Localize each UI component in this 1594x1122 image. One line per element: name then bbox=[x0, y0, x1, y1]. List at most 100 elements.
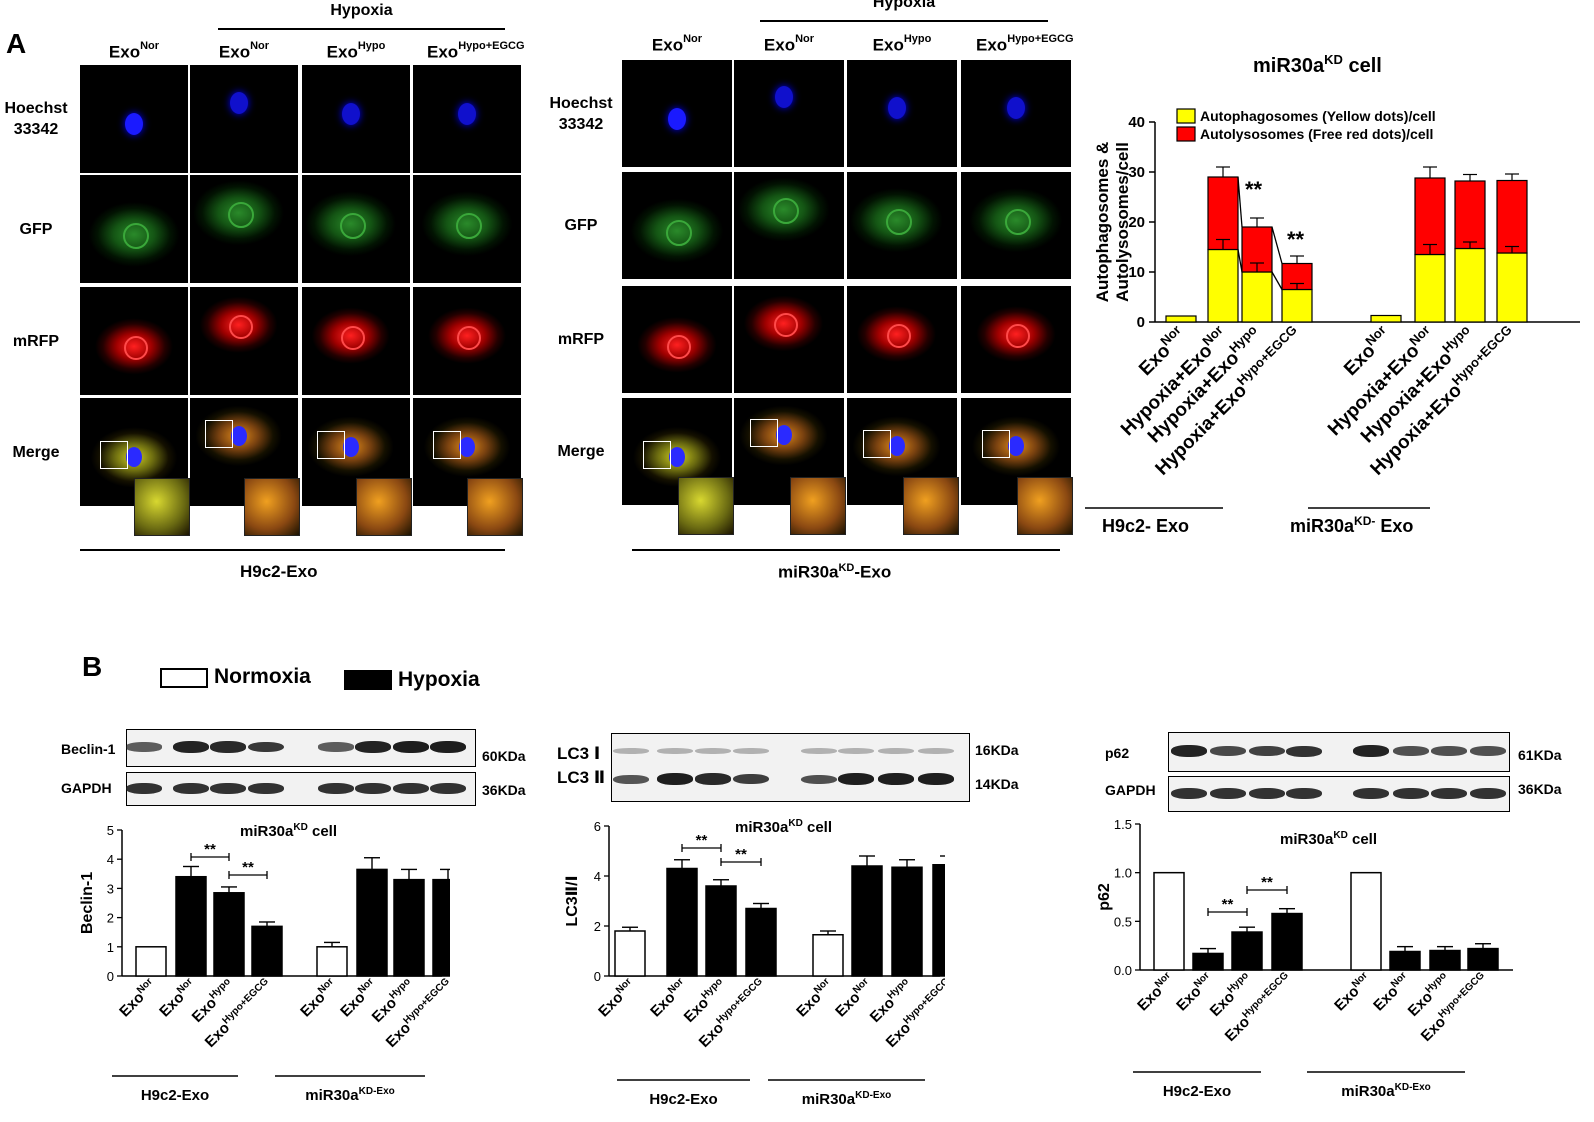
blot-size: 61KDa bbox=[1518, 747, 1562, 763]
x-tick-text: ExoNor bbox=[792, 976, 836, 1020]
nucleus bbox=[126, 447, 142, 468]
protein-band bbox=[1431, 746, 1467, 756]
group-label: H9c2- Exo bbox=[1102, 516, 1189, 536]
bar-autophagosomes bbox=[1165, 315, 1197, 323]
trend-line bbox=[1271, 271, 1283, 290]
protein-band bbox=[430, 741, 466, 753]
blot-beclin1 bbox=[126, 729, 476, 767]
protein-band-lc3-ii bbox=[801, 774, 837, 784]
y-axis-label: Beclin-1 bbox=[79, 872, 96, 934]
protein-band-lc3-ii bbox=[918, 773, 954, 785]
protein-band bbox=[126, 742, 162, 752]
protein-band bbox=[355, 782, 391, 794]
nucleus bbox=[459, 436, 475, 457]
bar-autolysosomes bbox=[1414, 177, 1446, 256]
protein-band bbox=[1393, 746, 1429, 756]
protein-band bbox=[210, 782, 246, 794]
significance-marker: ** bbox=[204, 841, 216, 858]
protein-band bbox=[1171, 787, 1207, 799]
chart-autophagosomes: miR30aKD cell 0 10 20 30 40 Autophagosomes &Au… bbox=[1085, 52, 1580, 536]
bar bbox=[666, 867, 698, 977]
legend-swatch bbox=[1176, 108, 1196, 124]
protein-band bbox=[248, 741, 284, 753]
protein-band-lc3-i bbox=[613, 748, 649, 754]
protein-band bbox=[393, 782, 429, 794]
blot-size: 36KDa bbox=[482, 782, 526, 798]
x-tick-text: ExoNor bbox=[1330, 970, 1374, 1014]
protein-band bbox=[1470, 746, 1506, 756]
significance-marker: ** bbox=[696, 832, 708, 849]
y-tick-label: 10 bbox=[1128, 264, 1145, 281]
chart-title: miR30aKD cell bbox=[240, 822, 337, 840]
bar-autophagosomes bbox=[1414, 253, 1446, 323]
nucleus bbox=[1007, 97, 1025, 120]
y-tick-label: 0.0 bbox=[1114, 963, 1132, 978]
protein-band-lc3-i bbox=[733, 748, 769, 754]
micrograph-tile bbox=[80, 287, 188, 395]
nucleus bbox=[458, 102, 476, 125]
protein-band bbox=[1210, 746, 1246, 756]
y-tick-label: 30 bbox=[1128, 164, 1145, 181]
bar bbox=[812, 934, 844, 977]
nucleus bbox=[123, 223, 149, 250]
zoom-inset bbox=[467, 478, 523, 536]
protein-band-lc3-ii bbox=[838, 773, 874, 785]
micrograph-tile bbox=[847, 60, 957, 167]
nucleus bbox=[666, 219, 692, 246]
chart-title: miR30aKD cell bbox=[735, 818, 832, 836]
row-label-merge: Merge bbox=[12, 443, 60, 461]
legend-label: Autolysosomes (Free red dots)/cell bbox=[1200, 126, 1433, 142]
y-axis-label: Autophagosomes &Autolysosomes/cell bbox=[1093, 142, 1132, 303]
micrograph-tile bbox=[302, 175, 410, 283]
legend-label: Autophagosomes (Yellow dots)/cell bbox=[1200, 108, 1436, 124]
bar bbox=[1429, 949, 1461, 971]
bar bbox=[393, 878, 425, 977]
bar bbox=[1231, 931, 1263, 971]
y-tick-label: 0 bbox=[1137, 314, 1145, 331]
roi-box bbox=[100, 441, 128, 470]
nucleus bbox=[125, 113, 143, 136]
nucleus bbox=[341, 102, 360, 125]
nucleus bbox=[774, 86, 793, 109]
nucleus bbox=[228, 314, 253, 339]
hypoxia-bracket-line bbox=[218, 28, 505, 30]
bar bbox=[213, 892, 245, 977]
column-label: ExoNor bbox=[651, 33, 703, 55]
bar-autophagosomes bbox=[1370, 314, 1402, 323]
hypoxia-bracket-line bbox=[760, 20, 1048, 22]
column-label: ExoHypo bbox=[872, 33, 932, 55]
bar-autophagosomes bbox=[1281, 288, 1313, 323]
x-tick-label: ExoNor bbox=[297, 976, 336, 1020]
nucleus bbox=[772, 198, 799, 225]
micrograph-tile bbox=[413, 65, 521, 173]
protein-band-lc3-ii bbox=[695, 773, 731, 785]
bar-autolysosomes bbox=[1207, 176, 1239, 251]
legend-normoxia-swatch bbox=[160, 668, 208, 688]
y-tick-label: 0 bbox=[594, 969, 601, 984]
roi-box bbox=[982, 430, 1010, 459]
nucleus bbox=[227, 201, 254, 228]
significance-marker: ** bbox=[1222, 896, 1234, 913]
protein-band bbox=[1393, 787, 1429, 799]
legend-hypoxia-label: Hypoxia bbox=[398, 668, 480, 691]
x-tick-text: ExoNor bbox=[115, 976, 159, 1020]
bar bbox=[1389, 950, 1421, 971]
micrograph-tile bbox=[847, 398, 957, 505]
protein-band-lc3-ii bbox=[733, 774, 769, 785]
protein-band bbox=[210, 741, 246, 753]
x-tick-label: ExoNor bbox=[1134, 970, 1173, 1014]
nucleus bbox=[340, 325, 365, 350]
group-label: miR30aKD-Exo bbox=[778, 562, 892, 582]
trend-line bbox=[1237, 249, 1243, 273]
chart-lc3: miR30aKD cell0246LC3Ⅱ/Ⅰ****ExoNorExoNorE… bbox=[564, 818, 945, 1108]
row-label-gfp: GFP bbox=[19, 220, 53, 238]
blot-size: 14KDa bbox=[975, 776, 1019, 792]
nucleus bbox=[775, 425, 792, 446]
protein-band-lc3-i bbox=[878, 748, 914, 754]
chart-title: miR30aKD cell bbox=[1280, 830, 1377, 848]
micrograph-tile bbox=[622, 286, 732, 393]
bar bbox=[705, 885, 737, 977]
protein-band bbox=[1286, 745, 1322, 757]
protein-band-lc3-ii bbox=[657, 773, 693, 785]
row-label-merge: Merge bbox=[557, 443, 605, 460]
